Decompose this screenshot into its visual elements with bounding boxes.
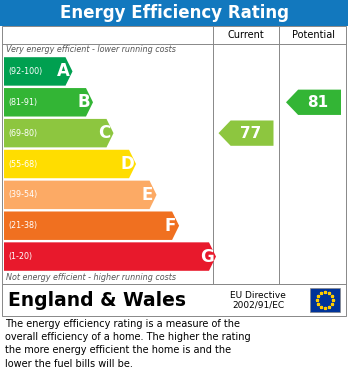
Text: (92-100): (92-100) [8, 67, 42, 76]
Text: 2002/91/EC: 2002/91/EC [232, 301, 284, 310]
Text: Very energy efficient - lower running costs: Very energy efficient - lower running co… [6, 45, 176, 54]
Text: The energy efficiency rating is a measure of the
overall efficiency of a home. T: The energy efficiency rating is a measur… [5, 319, 251, 369]
Text: EU Directive: EU Directive [230, 291, 286, 300]
Text: 77: 77 [240, 126, 261, 141]
Text: D: D [120, 155, 134, 173]
Text: E: E [142, 186, 153, 204]
Polygon shape [4, 57, 72, 86]
Polygon shape [286, 90, 341, 115]
Text: England & Wales: England & Wales [8, 291, 186, 310]
Polygon shape [4, 150, 136, 178]
Polygon shape [4, 181, 157, 209]
Text: G: G [200, 248, 214, 265]
Polygon shape [219, 120, 274, 146]
Text: C: C [98, 124, 111, 142]
Bar [2, 284, 346, 316]
Bar [310, 288, 340, 312]
Text: Energy Efficiency Rating: Energy Efficiency Rating [60, 4, 288, 22]
Polygon shape [4, 212, 179, 240]
Polygon shape [4, 119, 113, 147]
Text: (69-80): (69-80) [8, 129, 37, 138]
Text: A: A [57, 63, 70, 81]
Bar [2, 26, 346, 284]
Bar [0, 0, 348, 26]
Text: F: F [164, 217, 176, 235]
Polygon shape [4, 242, 216, 271]
Text: Potential: Potential [292, 30, 335, 40]
Polygon shape [4, 88, 93, 117]
Text: Current: Current [228, 30, 264, 40]
Text: Not energy efficient - higher running costs: Not energy efficient - higher running co… [6, 273, 176, 282]
Text: (39-54): (39-54) [8, 190, 37, 199]
Text: B: B [78, 93, 90, 111]
Text: 81: 81 [307, 95, 329, 110]
Text: (55-68): (55-68) [8, 160, 37, 169]
Text: (1-20): (1-20) [8, 252, 32, 261]
Text: (81-91): (81-91) [8, 98, 37, 107]
Text: (21-38): (21-38) [8, 221, 37, 230]
